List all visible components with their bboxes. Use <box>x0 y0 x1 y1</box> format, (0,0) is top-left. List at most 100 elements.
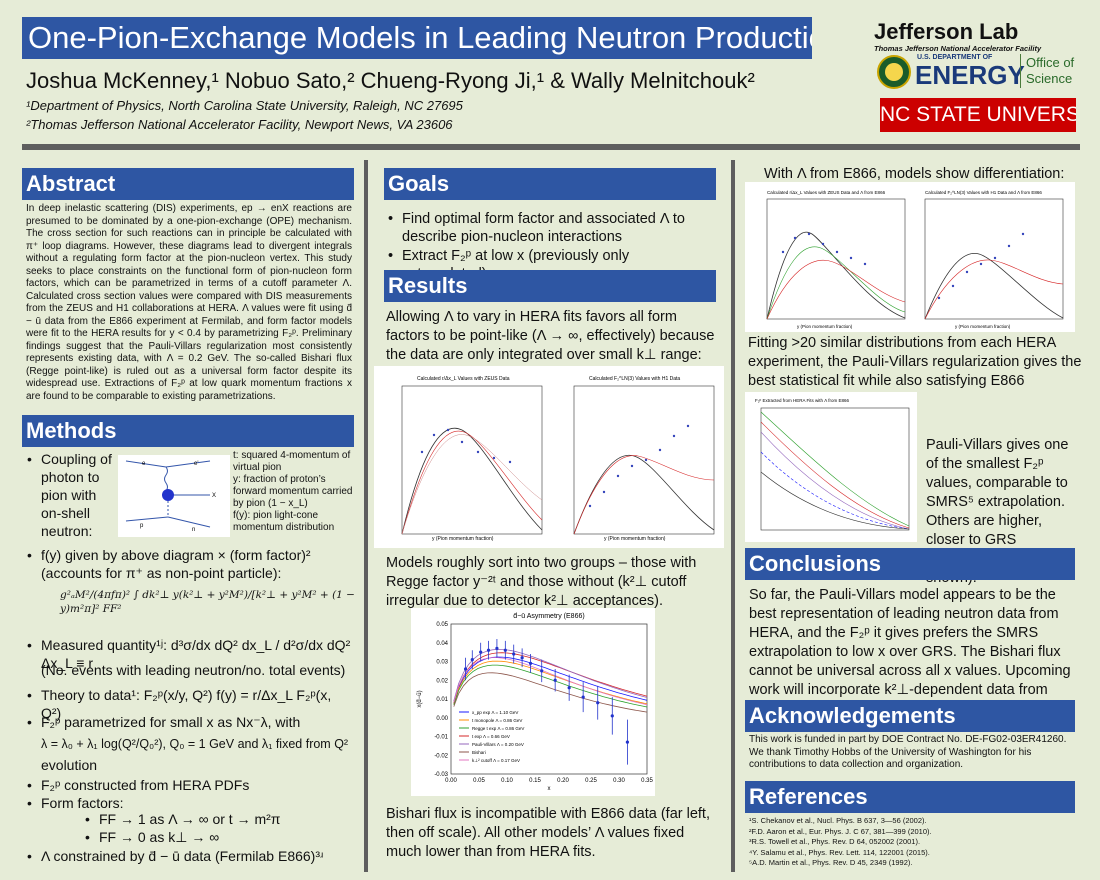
e866-title: d̄−ū Asymmetry (E866) <box>513 613 584 620</box>
e866-data-point <box>495 646 499 650</box>
e866-data-point <box>567 686 571 690</box>
e866-x-tick: 0.30 <box>613 778 625 784</box>
flux-equation: g²ₐM²/(4πfπ)² ∫ dk²⊥ y(k²⊥ + y²M²)/[k²⊥ … <box>60 589 355 615</box>
e866-series-line <box>453 652 648 703</box>
e866-y-tick: 0.00 <box>436 716 448 722</box>
methods-bullet-7a-text: FF → 1 as Λ → ∞ or t → m²π <box>99 811 281 827</box>
svg-text:p: p <box>140 523 144 529</box>
e866-data-point <box>470 658 474 662</box>
h1-plot-title: Calculated F₂^LN(3) Values with H1 Data <box>589 376 680 382</box>
poster-title: One-Pion-Exchange Models in Leading Neut… <box>22 17 812 59</box>
e866-x-tick: 0.35 <box>641 778 653 784</box>
methods-bullet-2: • f(y) given by above diagram × (form fac… <box>27 547 311 581</box>
affiliation-2: ²Thomas Jefferson National Accelerator F… <box>26 117 453 132</box>
methods-bullet-7b-text: FF → 0 as k⊥ → ∞ <box>99 829 220 845</box>
methods-bullet-1-text: Coupling of photon to pion with on-shell… <box>41 451 112 539</box>
e866-y-tick: 0.05 <box>436 622 448 628</box>
zeus-plot2-title: Calculated r/Δx_L Values with ZEUS Data … <box>767 190 886 195</box>
e866-data-point <box>581 695 585 699</box>
methods-bullet-1: • Coupling of photon to pion with on-shel… <box>27 451 112 539</box>
diagram-legend-y: y: fraction of proton’s forward momentum… <box>233 474 353 509</box>
affiliation-1: ¹Department of Physics, North Carolina S… <box>26 98 463 113</box>
e866-legend-label: k⊥² cutoff Λ = 0.17 GeV <box>472 758 520 763</box>
svg-text:e: e <box>142 461 146 467</box>
e866-data-point <box>479 650 483 654</box>
methods-bullet-5c: evolution <box>41 757 98 773</box>
header-divider <box>22 144 1080 150</box>
doe-science-text: Science <box>1026 71 1073 86</box>
e866-lambda-chart: Calculated r/Δx_L Values with ZEUS Data … <box>766 190 1064 329</box>
doe-top-text: U.S. DEPARTMENT OF <box>917 54 993 61</box>
results-heading: Results <box>384 270 716 302</box>
methods-bullet-7: • Form factors: <box>27 795 124 811</box>
e866-data-point <box>463 667 468 671</box>
methods-bullet-5: • F₂ᵖ parametrized for small x as Nx⁻λ, w… <box>27 714 301 730</box>
goal-1: • Find optimal form factor and associated… <box>388 211 685 245</box>
hera-fits-panel: Calculated r/Δx_L Values with ZEUS Data … <box>374 366 724 548</box>
methods-bullet-6: • F₂ᵖ constructed from HERA PDFs <box>27 777 250 793</box>
e866-legend-label: Bishari <box>472 750 486 755</box>
e866-data-point <box>503 648 507 652</box>
acknowledgements-heading: Acknowledgements <box>745 700 1075 732</box>
f2-pion-chart: F₂ᵖ Extracted from HERA Fits with Λ from… <box>755 398 910 531</box>
e866-y-tick: 0.04 <box>436 641 448 647</box>
results-para-2: Models roughly sort into two groups – th… <box>386 555 697 609</box>
methods-bullet-6-text: F₂ᵖ constructed from HERA PDFs <box>41 777 250 793</box>
f2-plot-title: F₂ᵖ Extracted from HERA Fits with Λ from… <box>755 398 849 403</box>
methods-bullet-5b: λ = λ₀ + λ₁ log(Q²/Q₀²), Q₀ = 1 GeV and … <box>41 737 349 751</box>
diagram-legend: t: squared 4-momentum of virtual pion y:… <box>233 450 357 534</box>
results-para-3: Bishari flux is incompatible with E866 d… <box>386 806 710 860</box>
methods-bullet-4: • Theory to data¹: F₂ᵖ(x/y, Q²) f(y) = r/… <box>27 687 332 721</box>
zeus-x-label: y (Pion momentum fraction) <box>432 536 494 542</box>
diagram-legend-f: f(y): pion light-cone momentum distribut… <box>233 510 335 533</box>
e866-series-line <box>453 657 648 706</box>
e866-x-label: x <box>548 786 551 792</box>
e866-y-tick: -0.03 <box>434 772 448 778</box>
methods-bullet-3: • Measured quantity¹ʲ: d³σ/dx dQ² dx_L / … <box>27 637 351 671</box>
reference-item: ²F.D. Aaron et al., Eur. Phys. J. C 67, … <box>749 826 932 836</box>
e866-asymmetry-chart: d̄−ū Asymmetry (E866) -0.03 -0.02 -0.01 0.00… <box>417 613 653 792</box>
abstract-text: In deep inelastic scattering (DIS) exper… <box>26 203 352 402</box>
e866-x-tick: 0.25 <box>585 778 597 784</box>
results-para-1: Allowing Λ to vary in HERA fits favors a… <box>386 309 715 363</box>
e866-y-tick: 0.02 <box>436 678 448 684</box>
e866-data-point <box>625 740 629 744</box>
e866-x-tick: 0.15 <box>529 778 541 784</box>
e866-x-tick: 0.10 <box>501 778 513 784</box>
doe-office-text: Office of <box>1026 55 1075 70</box>
methods-bullet-3b: (No. events with leading neutron/no. tot… <box>41 662 346 678</box>
column-divider-1 <box>364 160 368 872</box>
h12-x-label: y (Pion momentum fraction) <box>955 324 1011 329</box>
e866-x-tick: 0.00 <box>445 778 457 784</box>
f2-pion-panel: F₂ᵖ Extracted from HERA Fits with Λ from… <box>745 392 917 542</box>
goal-1-text: Find optimal form factor and associated … <box>402 211 685 245</box>
e866-legend-label: Regge t exp Λ = 0.86 GeV <box>472 726 524 731</box>
h1-x-label: y (Pion momentum fraction) <box>604 536 666 542</box>
column-divider-2 <box>731 160 735 872</box>
doe-main-text: ENERGY <box>915 60 1025 90</box>
e866-legend-label: t exp Λ = 0.66 GeV <box>472 734 510 739</box>
e866-lambda-panel: Calculated r/Δx_L Values with ZEUS Data … <box>745 182 1075 332</box>
e866-y-tick: -0.01 <box>434 735 448 741</box>
methods-bullet-5-text: F₂ᵖ parametrized for small x as Nx⁻λ, wi… <box>41 714 301 730</box>
authors: Joshua McKenney,¹ Nobuo Sato,² Chueng-Ry… <box>26 68 755 93</box>
e866-x-tick: 0.20 <box>557 778 569 784</box>
zeus-plot-title: Calculated r/Δx_L Values with ZEUS Data <box>417 376 510 382</box>
feynman-diagram: e e' Xp n <box>118 455 230 537</box>
methods-bullet-7b: • FF → 0 as k⊥ → ∞ <box>85 829 220 845</box>
reference-item: ⁴Y. Salamu et al., Phys. Rev. Lett. 114,… <box>749 847 930 857</box>
e866-legend-label: Pauli-Villars Λ = 0.20 GeV <box>472 742 524 747</box>
methods-bullet-3-text: Measured quantity¹ʲ: d³σ/dx dQ² dx_L / d… <box>41 637 351 671</box>
jefferson-lab-logo: Jefferson Lab Thomas Jefferson National … <box>874 20 1084 60</box>
diagram-legend-t: t: squared 4-momentum of virtual pion <box>233 450 351 473</box>
e866-series-line <box>453 672 648 713</box>
methods-bullet-8-text: Λ constrained by d̄ − ū data (Fermilab E… <box>41 848 324 864</box>
methods-bullet-4-text: Theory to data¹: F₂ᵖ(x/y, Q²) f(y) = r/Δ… <box>41 687 332 721</box>
conclusions-text: So far, the Pauli-Villars model appears … <box>749 587 1071 717</box>
e866-y-tick: -0.02 <box>434 753 448 759</box>
zeus2-x-label: y (Pion momentum fraction) <box>797 324 853 329</box>
e866-legend-label: t monopole Λ = 0.86 GeV <box>472 718 522 723</box>
jlab-name: Jefferson Lab <box>874 19 1019 44</box>
e866-series-line <box>453 648 648 702</box>
svg-text:e': e' <box>194 461 198 467</box>
